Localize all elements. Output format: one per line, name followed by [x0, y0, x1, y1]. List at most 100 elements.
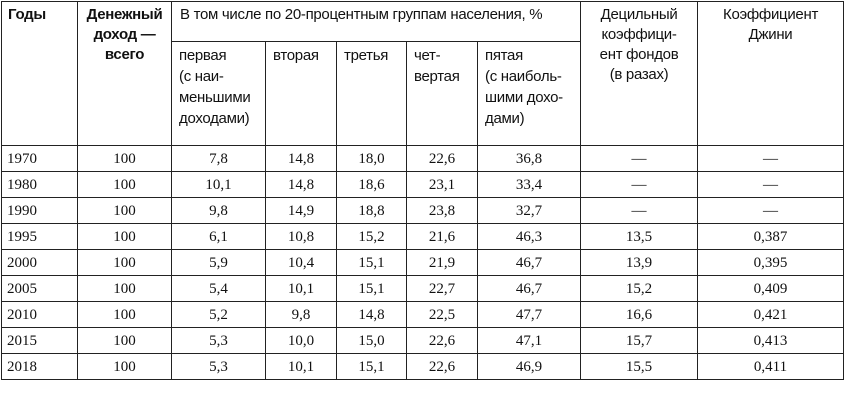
- cell-group-4: 22,5: [406, 301, 478, 328]
- cell-total: 100: [77, 327, 172, 354]
- header-group-5: пятая (с наиболь- шими дохо- дами): [476, 41, 582, 146]
- cell-group-2: 14,8: [265, 145, 337, 172]
- cell-group-5: 46,3: [476, 223, 582, 250]
- cell-total: 100: [77, 145, 172, 172]
- header-row-top: Годы Денежный доход — всего В том числе …: [1, 1, 845, 146]
- cell-gini: 0,387: [697, 223, 845, 250]
- cell-group-1: 5,2: [171, 301, 266, 328]
- cell-group-1: 5,3: [171, 327, 266, 354]
- header-group-5-line-1: пятая: [485, 47, 523, 64]
- cell-group-2: 10,0: [265, 327, 337, 354]
- cell-group-5: 47,1: [476, 327, 582, 354]
- cell-gini: —: [697, 145, 845, 172]
- cell-total: 100: [77, 171, 172, 198]
- cell-year: 2015: [1, 327, 78, 354]
- cell-gini: 0,413: [697, 327, 845, 354]
- cell-total: 100: [77, 249, 172, 276]
- table-row: 1990 100 9,8 14,9 18,8 23,8 32,7 — —: [1, 197, 845, 224]
- cell-group-2: 14,9: [265, 197, 337, 224]
- cell-year: 1990: [1, 197, 78, 224]
- cell-group-3: 15,2: [336, 223, 407, 250]
- header-group-2: вторая: [265, 41, 337, 146]
- table-row: 2010 100 5,2 9,8 14,8 22,5 47,7 16,6 0,4…: [1, 301, 845, 328]
- cell-group-2: 10,8: [265, 223, 337, 250]
- cell-total: 100: [77, 353, 172, 380]
- cell-group-2: 10,1: [265, 353, 337, 380]
- header-groups-title: В том числе по 20-процентным группам нас…: [170, 1, 582, 42]
- cell-total: 100: [77, 301, 172, 328]
- header-income-total-line-2: доход —: [93, 26, 156, 43]
- cell-group-3: 14,8: [336, 301, 407, 328]
- cell-decile: 13,5: [580, 223, 699, 250]
- cell-group-4: 21,9: [406, 249, 478, 276]
- cell-year: 2018: [1, 353, 78, 380]
- cell-group-3: 15,1: [336, 275, 407, 302]
- cell-group-5: 32,7: [476, 197, 582, 224]
- cell-decile: —: [580, 145, 699, 172]
- cell-group-4: 23,8: [406, 197, 478, 224]
- header-gini-line-2: Джини: [748, 26, 793, 43]
- cell-decile: —: [580, 197, 699, 224]
- cell-decile: 15,7: [580, 327, 699, 354]
- cell-decile: —: [580, 171, 699, 198]
- cell-gini: —: [697, 171, 845, 198]
- table-row: 1980 100 10,1 14,8 18,6 23,1 33,4 — —: [1, 171, 845, 198]
- cell-group-3: 15,1: [336, 353, 407, 380]
- header-group-3-line-1: третья: [344, 47, 389, 64]
- header-row-groups: первая (с наи- меньшими доходами) вторая…: [2, 41, 844, 146]
- income-distribution-table-wrapper: Годы Денежный доход — всего В том числе …: [1, 1, 845, 380]
- cell-year: 2010: [1, 301, 78, 328]
- cell-group-5: 46,7: [476, 275, 582, 302]
- header-income-total-line-1: Денежный: [86, 6, 163, 23]
- cell-group-4: 22,6: [406, 353, 478, 380]
- header-income-total: Денежный доход — всего: [77, 1, 172, 146]
- cell-group-1: 7,8: [171, 145, 266, 172]
- cell-group-4: 23,1: [406, 171, 478, 198]
- header-group-3: третья: [336, 41, 407, 146]
- header-group-2-line-1: вторая: [273, 47, 319, 64]
- header-decile-line-1: Децильный: [600, 6, 678, 23]
- header-decile-line-4: (в разах): [609, 66, 669, 83]
- cell-group-5: 46,7: [476, 249, 582, 276]
- cell-gini: 0,409: [697, 275, 845, 302]
- header-group-5-line-2: (с наиболь-: [485, 68, 562, 85]
- header-group-4-line-2: вертая: [414, 68, 460, 85]
- cell-group-1: 6,1: [171, 223, 266, 250]
- cell-group-5: 33,4: [476, 171, 582, 198]
- table-row: 1970 100 7,8 14,8 18,0 22,6 36,8 — —: [1, 145, 845, 172]
- header-group-1: первая (с наи- меньшими доходами): [171, 41, 266, 146]
- cell-group-3: 15,1: [336, 249, 407, 276]
- cell-gini: —: [697, 197, 845, 224]
- header-group-1-line-4: доходами): [179, 110, 250, 127]
- header-group-1-line-3: меньшими: [179, 89, 251, 106]
- header-decile-line-3: ент фондов: [599, 46, 679, 63]
- cell-year: 1995: [1, 223, 78, 250]
- header-group-5-line-3: шими дохо-: [485, 89, 563, 106]
- cell-group-3: 18,6: [336, 171, 407, 198]
- header-group-5-line-4: дами): [485, 110, 525, 127]
- header-income-total-line-3: всего: [104, 46, 145, 63]
- cell-group-2: 14,8: [265, 171, 337, 198]
- cell-total: 100: [77, 275, 172, 302]
- cell-gini: 0,421: [697, 301, 845, 328]
- table-row: 2015 100 5,3 10,0 15,0 22,6 47,1 15,7 0,…: [1, 327, 845, 354]
- header-group-4-line-1: чет-: [414, 47, 441, 64]
- cell-decile: 16,6: [580, 301, 699, 328]
- cell-year: 2000: [1, 249, 78, 276]
- cell-total: 100: [77, 197, 172, 224]
- header-group-1-line-2: (с наи-: [179, 68, 224, 85]
- header-years: Годы: [1, 1, 78, 146]
- cell-decile: 13,9: [580, 249, 699, 276]
- cell-decile: 15,5: [580, 353, 699, 380]
- table-row: 1995 100 6,1 10,8 15,2 21,6 46,3 13,5 0,…: [1, 223, 845, 250]
- cell-group-2: 9,8: [265, 301, 337, 328]
- cell-group-4: 22,6: [406, 327, 478, 354]
- cell-group-1: 10,1: [171, 171, 266, 198]
- cell-group-4: 21,6: [406, 223, 478, 250]
- cell-group-4: 22,7: [406, 275, 478, 302]
- cell-group-2: 10,4: [265, 249, 337, 276]
- cell-year: 2005: [1, 275, 78, 302]
- cell-year: 1970: [1, 145, 78, 172]
- cell-year: 1980: [1, 171, 78, 198]
- header-gini-line-1: Коэффициент: [723, 6, 819, 23]
